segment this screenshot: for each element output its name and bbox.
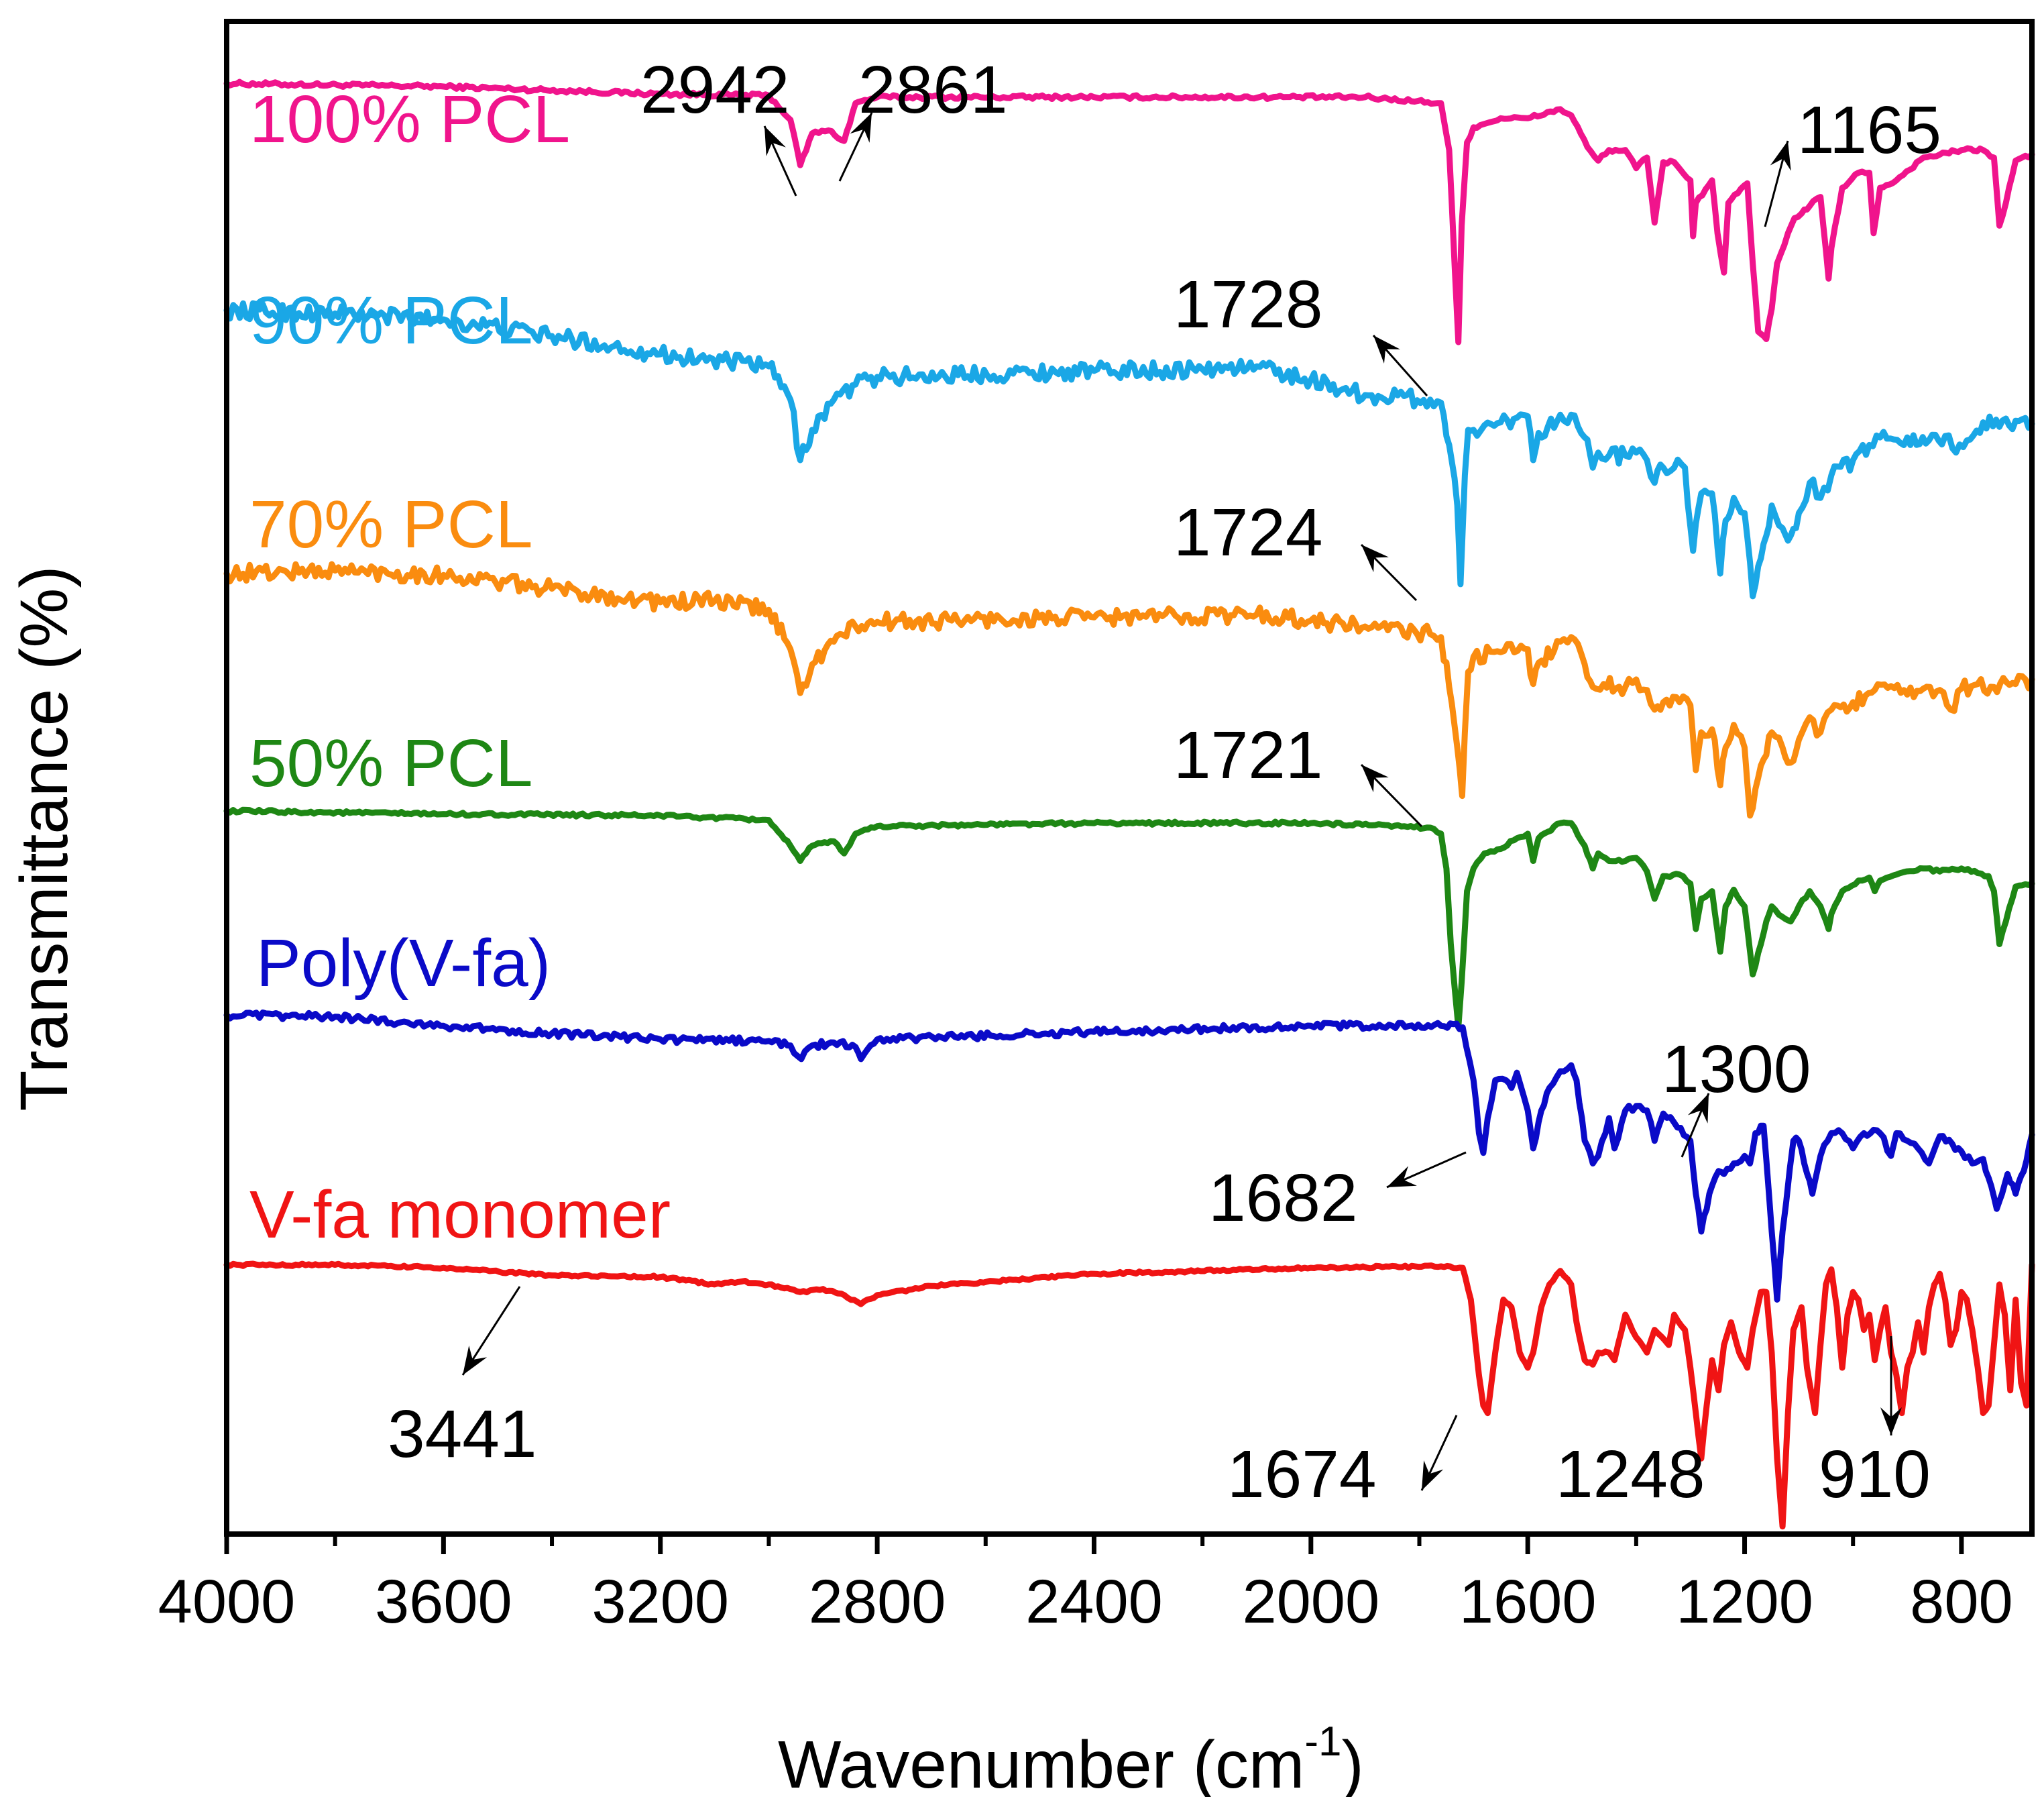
peak-label-1165: 1165 — [1797, 93, 1941, 168]
arrow-1674 — [1420, 1415, 1458, 1491]
x-tick-label: 1200 — [1676, 1568, 1813, 1636]
series-label-90-pcl: 90% PCL — [249, 283, 532, 358]
arrow-1674-head — [1422, 1460, 1444, 1490]
x-tick-label: 2000 — [1242, 1568, 1379, 1636]
x-tick-label: 800 — [1910, 1568, 2013, 1636]
x-tick-label: 2400 — [1025, 1568, 1163, 1636]
spectra-group — [223, 78, 2035, 1530]
spectrum-line-90-pcl — [223, 300, 2035, 600]
arrow-1724 — [1360, 543, 1418, 602]
peak-label-2942: 2942 — [640, 52, 789, 127]
arrow-1728-head — [1373, 335, 1400, 364]
spectrum-line-100-pcl — [223, 78, 2035, 345]
arrow-1721 — [1360, 763, 1423, 828]
series-label-v-fa-monomer: V-fa monomer — [249, 1177, 671, 1252]
arrow-910-head — [1880, 1407, 1902, 1435]
arrow-3441 — [461, 1286, 521, 1376]
peak-label-1682: 1682 — [1208, 1160, 1357, 1236]
annotation-arrows — [461, 112, 1902, 1491]
x-axis-title-close: ) — [1342, 1727, 1364, 1797]
arrow-1728 — [1372, 335, 1428, 396]
x-tick-label: 2800 — [809, 1568, 946, 1636]
peak-label-1724: 1724 — [1174, 495, 1322, 570]
spectrum-line-poly-v-fa — [223, 1010, 2035, 1303]
arrow-3441-head — [463, 1346, 488, 1375]
peak-label-2861: 2861 — [858, 52, 1007, 127]
arrow-1300-head — [1687, 1093, 1709, 1124]
arrow-910 — [1880, 1336, 1902, 1435]
peak-label-1721: 1721 — [1174, 718, 1322, 793]
arrow-1165-head — [1770, 141, 1791, 171]
series-label-100-pcl: 100% PCL — [249, 82, 570, 157]
x-axis-title: Wavenumber (cm-1) — [778, 1719, 1364, 1797]
y-axis-title: Transmittance (%) — [7, 565, 82, 1111]
spectrum-line-70-pcl — [223, 561, 2035, 819]
peak-label-1300: 1300 — [1662, 1032, 1811, 1107]
arrow-2861 — [838, 112, 873, 182]
arrow-2942 — [763, 125, 797, 197]
arrow-1724-head — [1361, 545, 1389, 573]
arrow-2861-head — [850, 113, 872, 143]
arrow-1682 — [1386, 1151, 1467, 1189]
x-axis-title-superscript: -1 — [1304, 1719, 1341, 1765]
arrow-1165 — [1764, 140, 1791, 227]
x-axis-ticks: 4000 3600 3200 2800 2400 2000 1600 1200 800 — [158, 1534, 2013, 1636]
x-tick-label: 3600 — [375, 1568, 512, 1636]
plot-frame — [224, 19, 2035, 1537]
peak-label-3441: 3441 — [388, 1397, 536, 1472]
arrow-2942-head — [764, 126, 786, 156]
series-label-70-pcl: 70% PCL — [249, 487, 532, 562]
x-tick-label: 3200 — [591, 1568, 729, 1636]
arrow-1721-head — [1361, 765, 1389, 793]
spectrum-line-v-fa-monomer — [223, 1260, 2035, 1530]
arrow-1682-head — [1387, 1166, 1417, 1187]
spectrum-line-50-pcl — [223, 806, 2035, 1031]
x-tick-label: 1600 — [1459, 1568, 1597, 1636]
peak-label-1674: 1674 — [1227, 1437, 1376, 1512]
peak-label-910: 910 — [1819, 1437, 1931, 1512]
peak-label-1728: 1728 — [1174, 267, 1322, 342]
series-label-poly-v-fa: Poly(V-fa) — [256, 926, 551, 1001]
peak-label-1248: 1248 — [1556, 1437, 1705, 1512]
arrow-1300 — [1681, 1093, 1710, 1158]
series-label-50-pcl: 50% PCL — [249, 726, 532, 801]
x-tick-label: 4000 — [158, 1568, 296, 1636]
